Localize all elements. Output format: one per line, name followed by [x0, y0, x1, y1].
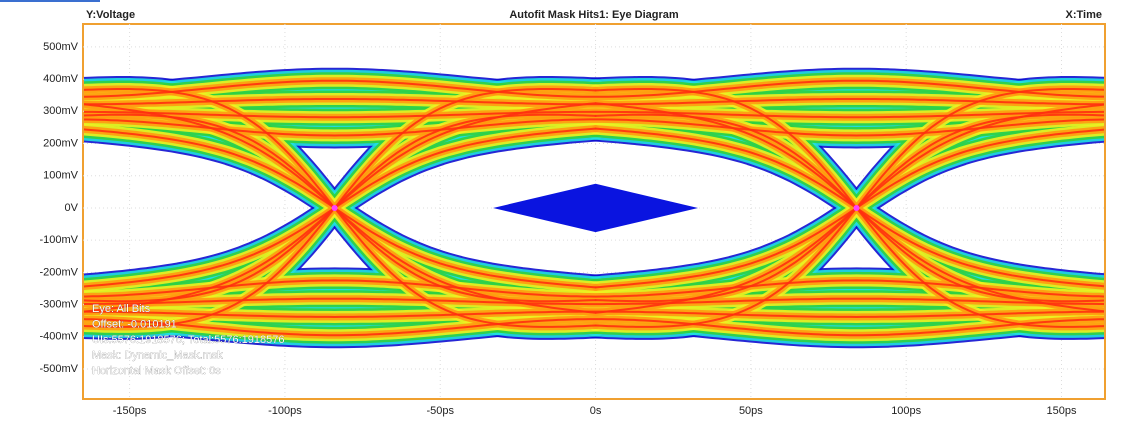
info-panel: Eye: All Bits Offset: -0.010191 UIs:5576:1… [92, 303, 285, 377]
crossing-marker [331, 204, 338, 211]
y-tick-label: 300mV [43, 105, 79, 117]
info-line: Eye: All Bits [92, 303, 151, 315]
trace [84, 110, 1104, 119]
trace [84, 310, 1104, 319]
y-tick-label: 200mV [43, 137, 79, 149]
y-tick-label: -300mV [39, 299, 78, 311]
mask-region [493, 183, 699, 233]
x-tick-label: 0s [590, 405, 602, 417]
x-tick-label: -100ps [268, 405, 302, 417]
x-tick-label: -150ps [113, 405, 147, 417]
info-line: UIs:5576:1918576; Total:5576:1918576 [92, 334, 284, 346]
chart-title: Autofit Mask Hits1: Eye Diagram [509, 9, 679, 21]
y-tick-label: -200mV [39, 266, 78, 278]
y-tick-label: 100mV [43, 170, 79, 182]
y-tick-label: -100mV [39, 234, 78, 246]
y-tick-label: -500mV [39, 363, 78, 375]
x-axis-label: X:Time [1066, 9, 1102, 21]
x-tick-label: -50ps [426, 405, 454, 417]
trace [84, 98, 1104, 106]
y-tick-label: -400mV [39, 331, 78, 343]
y-tick-label: 500mV [43, 41, 79, 53]
y-axis-label: Y:Voltage [86, 9, 135, 21]
x-tick-label: 150ps [1047, 405, 1077, 417]
eye-traces [84, 67, 1104, 349]
y-tick-label: 0V [65, 202, 79, 214]
trace [84, 279, 1104, 298]
info-line: Offset: -0.010191 [92, 318, 177, 330]
x-tick-label: 50ps [739, 405, 763, 417]
trace [84, 318, 1104, 337]
info-line: Mask: Dynamic_Mask.msk [92, 349, 223, 361]
x-tick-label: 100ps [891, 405, 921, 417]
y-tick-label: 400mV [43, 73, 79, 85]
info-line: Horizontal Mask Offset: 0s [92, 365, 221, 377]
trace [84, 79, 1104, 98]
crossing-marker [853, 204, 860, 211]
trace [84, 118, 1104, 137]
trace [84, 297, 1104, 306]
